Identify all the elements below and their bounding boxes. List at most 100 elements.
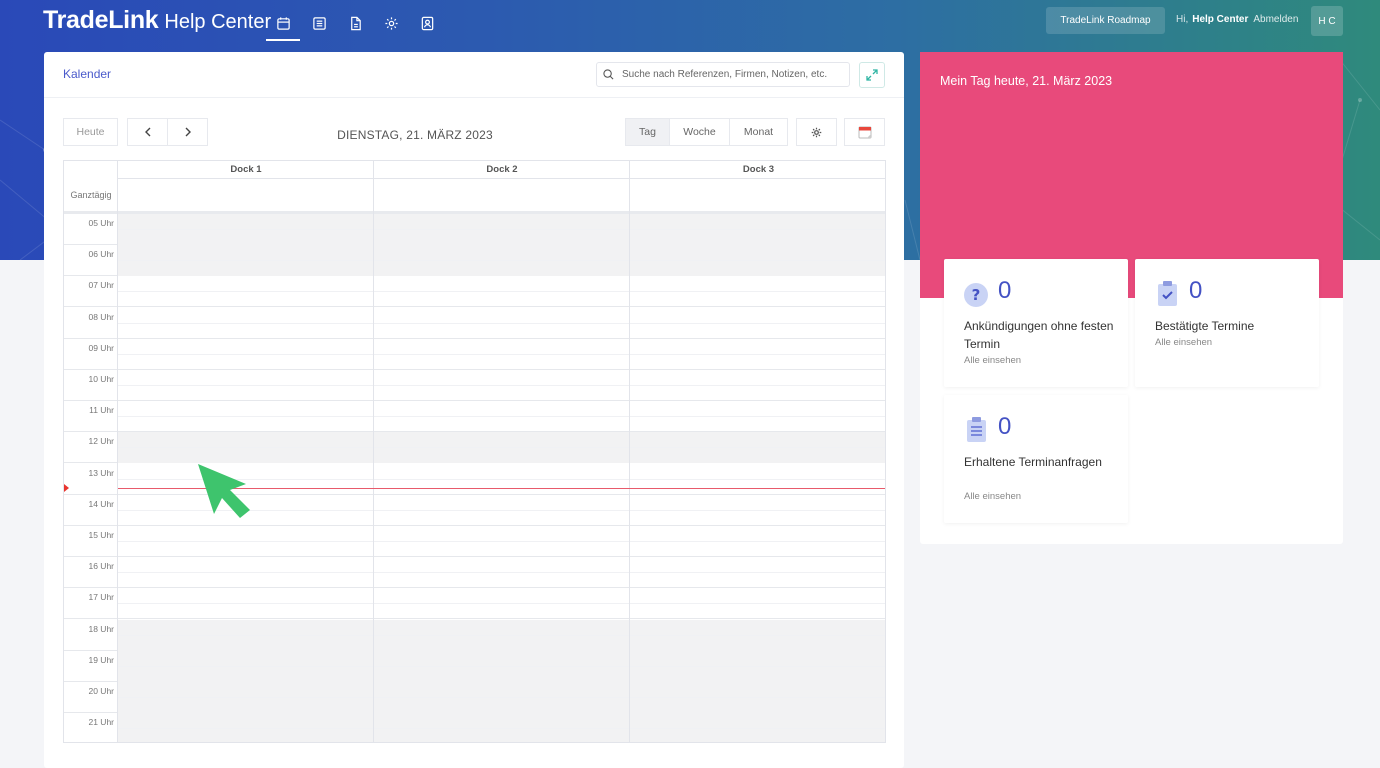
brand-logo[interactable]: TradeLink Help Center <box>43 6 271 35</box>
column-dock-1: Dock 1 <box>118 161 374 179</box>
hour-row[interactable]: 06 Uhr <box>64 245 885 277</box>
time-axis-divider <box>117 161 118 742</box>
hour-row[interactable]: 10 Uhr <box>64 370 885 401</box>
stat-label: Bestätigte Termine <box>1155 319 1255 333</box>
half-hour-line <box>118 229 885 230</box>
column-divider <box>373 161 374 742</box>
hour-label: 09 Uhr <box>88 342 114 353</box>
stat-value: 0 <box>998 413 1012 440</box>
view-switcher: Tag Woche Monat <box>625 118 788 146</box>
half-hour-line <box>118 665 885 667</box>
hour-row[interactable]: 15 Uhr <box>64 526 885 557</box>
hour-row[interactable]: 09 Uhr <box>64 339 885 370</box>
avatar[interactable]: H C <box>1311 6 1343 36</box>
column-dock-2: Dock 2 <box>374 161 630 179</box>
stat-requests[interactable]: 0 Erhaltene Terminanfragen Alle einsehen <box>944 395 1128 523</box>
search-box[interactable] <box>596 62 850 87</box>
hour-row[interactable]: 05 Uhr <box>64 214 885 245</box>
hour-label: 06 Uhr <box>88 249 114 260</box>
chevron-left-icon <box>144 127 150 137</box>
allday-label: Ganztägig <box>70 190 112 200</box>
hour-label: 12 Uhr <box>88 436 114 447</box>
header-divider <box>44 97 904 98</box>
hour-label: 11 Uhr <box>89 405 114 416</box>
hour-row[interactable]: 08 Uhr <box>64 308 885 339</box>
nav-gear-icon[interactable] <box>373 6 409 40</box>
hour-label: 14 Uhr <box>88 498 114 509</box>
hour-row[interactable]: 16 Uhr <box>64 557 885 589</box>
off-hours-shading <box>118 713 885 742</box>
view-day[interactable]: Tag <box>626 119 670 145</box>
half-hour-line <box>118 728 885 730</box>
hour-row[interactable]: 20 Uhr <box>64 682 885 713</box>
hour-row[interactable]: 07 Uhr <box>64 276 885 308</box>
view-month[interactable]: Monat <box>743 126 774 138</box>
hour-row[interactable]: 11 Uhr <box>64 401 885 433</box>
current-date: DIENSTAG, 21. MÄRZ 2023 <box>337 128 493 142</box>
hour-row[interactable]: 12 Uhr <box>64 432 885 464</box>
calendar-grid[interactable]: Dock 1 Dock 2 Dock 3 Ganztägig 05 Uhr 06 … <box>63 160 886 743</box>
hour-label: 19 Uhr <box>88 654 114 665</box>
roadmap-button[interactable]: TradeLink Roadmap <box>1046 7 1165 34</box>
hour-label: 15 Uhr <box>88 530 114 540</box>
clipboard-list-icon <box>967 417 986 442</box>
clipboard-check-icon <box>1158 281 1177 306</box>
current-time-line <box>118 488 885 489</box>
date-picker-button[interactable] <box>844 118 885 146</box>
username: Help Center <box>1192 14 1249 25</box>
stat-label: Erhaltene Terminanfragen <box>964 455 1102 469</box>
column-divider <box>629 161 630 742</box>
chevron-right-icon <box>185 127 191 137</box>
search-input[interactable] <box>622 69 847 80</box>
hour-label: 21 Uhr <box>88 717 114 728</box>
nav-calendar-icon[interactable] <box>265 6 301 41</box>
brand-main: TradeLink <box>43 6 159 34</box>
hour-label: 05 Uhr <box>88 218 114 228</box>
hour-label: 20 Uhr <box>88 686 114 696</box>
hour-row[interactable]: 13 Uhr <box>64 464 885 495</box>
view-all-link[interactable]: Alle einsehen <box>964 355 1022 366</box>
hour-label: 17 Uhr <box>88 592 114 603</box>
half-hour-line <box>118 478 885 480</box>
half-hour-line <box>118 385 885 386</box>
user-area: Hi, Help Center Abmelden <box>1176 14 1298 25</box>
hour-label: 18 Uhr <box>88 623 114 634</box>
hour-row[interactable]: 19 Uhr <box>64 650 885 682</box>
view-week[interactable]: Woche <box>670 119 730 145</box>
search-icon <box>603 69 614 80</box>
half-hour-line <box>118 509 885 511</box>
allday-divider <box>64 211 885 214</box>
view-all-link[interactable]: Alle einsehen <box>1155 337 1213 348</box>
today-button[interactable]: Heute <box>63 118 118 146</box>
hour-label: 08 Uhr <box>88 311 114 322</box>
hour-row[interactable]: 14 Uhr <box>64 495 885 526</box>
gear-icon <box>811 127 822 137</box>
stat-value: 0 <box>998 277 1012 304</box>
my-day-title: Mein Tag heute, 21. März 2023 <box>940 74 1113 88</box>
expand-button[interactable] <box>859 62 885 88</box>
prev-button[interactable] <box>127 118 168 146</box>
main-nav <box>265 6 445 41</box>
view-all-link[interactable]: Alle einsehen <box>964 491 1022 502</box>
calendar-card: Kalender Heute DIENSTAG, 21. MÄRZ 2023 T… <box>44 52 904 768</box>
stat-value: 0 <box>1189 277 1203 304</box>
hour-row[interactable]: 17 Uhr <box>64 588 885 620</box>
pointer-cursor-icon <box>198 464 250 518</box>
logout-link[interactable]: Abmelden <box>1253 14 1299 25</box>
half-hour-line <box>118 634 885 636</box>
hour-row[interactable]: 21 Uhr <box>64 713 885 742</box>
half-hour-line <box>118 416 885 418</box>
question-icon: ? <box>964 283 988 307</box>
nav-contacts-icon[interactable] <box>409 6 445 40</box>
svg-text:?: ? <box>972 286 981 304</box>
nav-list-icon[interactable] <box>301 6 337 40</box>
stat-unscheduled[interactable]: ? 0 Ankündigungen ohne festen Termin All… <box>944 259 1128 387</box>
stat-confirmed[interactable]: 0 Bestätigte Termine Alle einsehen <box>1135 259 1319 387</box>
settings-button[interactable] <box>796 118 837 146</box>
hour-row[interactable]: 18 Uhr <box>64 619 885 651</box>
nav-document-icon[interactable] <box>337 6 373 40</box>
next-button[interactable] <box>167 118 208 146</box>
half-hour-line <box>118 322 885 324</box>
half-hour-line <box>118 260 885 262</box>
half-hour-line <box>118 353 885 355</box>
